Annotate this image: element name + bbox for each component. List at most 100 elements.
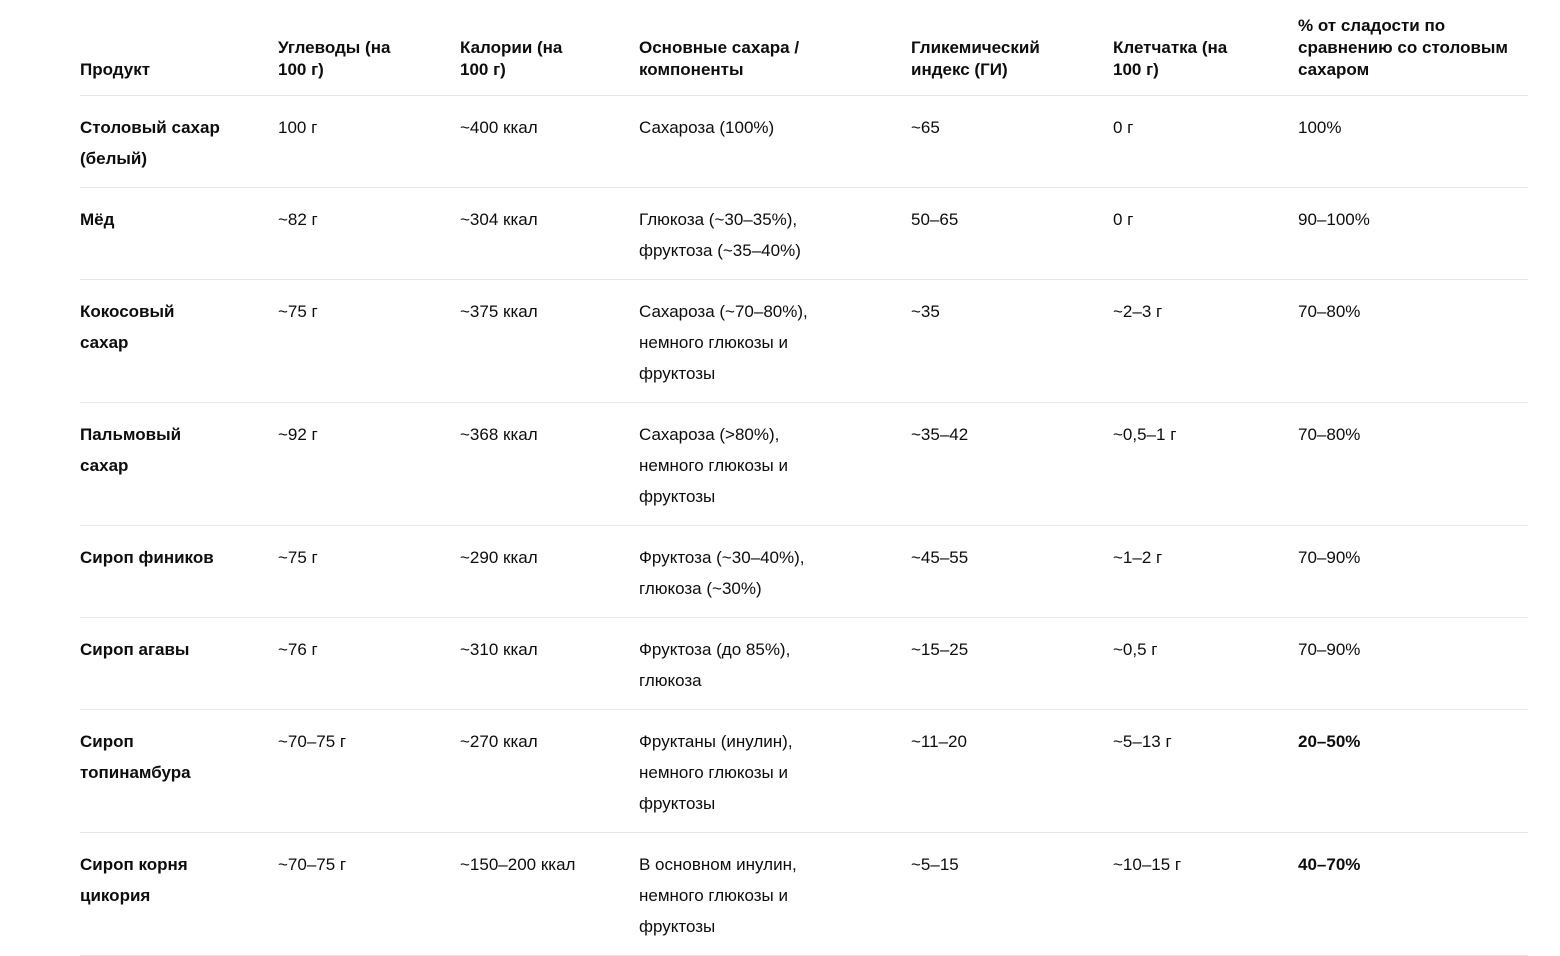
text-line: Сироп [80, 732, 134, 751]
cell-gi: ~5–15 [911, 832, 1113, 956]
cell-calories: ~150–200 ккал [460, 832, 639, 956]
column-header-gi: Гликемический индекс (ГИ) [911, 0, 1113, 96]
table-row: Пальмовый сахар ~92 г ~368 ккал Сахароза (>8… [80, 402, 1528, 526]
text-line: немного глюкозы и [639, 886, 788, 905]
text-line: ~0,5–1 г [1113, 425, 1177, 444]
column-header-sweetness: % от сладости по сравнению со столовым сах… [1298, 0, 1528, 96]
cell-sugars: Фруктоза (~30–40%), глюкоза (~30%) [639, 525, 911, 618]
text-line: Сахароза (>80%), [639, 425, 780, 444]
text-line: сахар [80, 333, 129, 352]
cell-sweetness: 20–50% [1298, 709, 1528, 833]
text-line: ~270 ккал [460, 732, 538, 751]
cell-sugars: Сахароза (>80%), немного глюкозы и фруктоз… [639, 402, 911, 526]
cell-carbs: ~75 г [278, 525, 460, 618]
cell-sugars: Фруктаны (инулин), немного глюкозы и фрукт… [639, 709, 911, 833]
text-line: Кокосовый [80, 302, 175, 321]
text-line: индекс (ГИ) [911, 60, 1008, 79]
text-line: ~10–15 г [1113, 855, 1182, 874]
text-line: топинамбура [80, 763, 191, 782]
text-line: Гликемический [911, 38, 1040, 57]
text-line: фруктозы [639, 364, 716, 383]
text-line: 20–50% [1298, 732, 1361, 751]
cell-sugars: В основном инулин, немного глюкозы и фрукт… [639, 832, 911, 956]
text-line: ~310 ккал [460, 640, 538, 659]
cell-carbs: ~76 г [278, 617, 460, 710]
text-line: 0 г [1113, 210, 1134, 229]
text-line: Сахароза (~70–80%), [639, 302, 808, 321]
text-line: 70–80% [1298, 302, 1361, 321]
text-line: ~290 ккал [460, 548, 538, 567]
cell-product: Сироп корня цикория [80, 832, 278, 956]
column-header-fiber: Клетчатка (на 100 г) [1113, 0, 1298, 96]
text-line: ~5–15 [911, 855, 959, 874]
cell-carbs: 100 г [278, 95, 460, 188]
cell-gi: ~15–25 [911, 617, 1113, 710]
text-line: цикория [80, 886, 151, 905]
text-line: 100 г) [278, 60, 324, 79]
text-line: 100 г) [460, 60, 506, 79]
cell-fiber: ~0,5–1 г [1113, 402, 1298, 526]
cell-calories: ~400 ккал [460, 95, 639, 188]
text-line: Клетчатка (на [1113, 38, 1228, 57]
table-row: Сироп корня цикория ~70–75 г ~150–200 ккал В… [80, 832, 1528, 956]
table-row: Мёд ~82 г ~304 ккал Глюкоза (~30–35%), фрукт… [80, 187, 1528, 280]
cell-carbs: ~70–75 г [278, 832, 460, 956]
text-line: Фруктоза (~30–40%), [639, 548, 805, 567]
column-header-sugars: Основные сахара / компоненты [639, 0, 911, 96]
text-line: Сироп фиников [80, 548, 214, 567]
text-line: ~76 г [278, 640, 318, 659]
text-line: Столовый сахар [80, 118, 220, 137]
text-line: ~75 г [278, 548, 318, 567]
column-header-calories: Калории (на 100 г) [460, 0, 639, 96]
cell-gi: ~65 [911, 95, 1113, 188]
cell-product: Мёд [80, 187, 278, 280]
cell-sweetness: 70–80% [1298, 402, 1528, 526]
text-line: Сироп корня [80, 855, 188, 874]
cell-sweetness: 40–70% [1298, 832, 1528, 956]
text-line: Мёд [80, 210, 115, 229]
text-line: ~65 [911, 118, 940, 137]
text-line: ~1–2 г [1113, 548, 1163, 567]
cell-carbs: ~82 г [278, 187, 460, 280]
cell-fiber: ~5–13 г [1113, 709, 1298, 833]
cell-gi: ~35 [911, 279, 1113, 403]
text-line: ~11–20 [911, 732, 967, 751]
text-line: ~82 г [278, 210, 318, 229]
column-header-carbs: Углеводы (на 100 г) [278, 0, 460, 96]
cell-sugars: Сахароза (100%) [639, 95, 911, 188]
text-line: Продукт [80, 60, 151, 79]
text-line: ~5–13 г [1113, 732, 1172, 751]
text-line: фруктозы [639, 794, 716, 813]
table-row: Кокосовый сахар ~75 г ~375 ккал Сахароза (~7… [80, 279, 1528, 403]
text-line: 0 г [1113, 118, 1134, 137]
cell-fiber: 0 г [1113, 95, 1298, 188]
text-line: 100% [1298, 118, 1342, 137]
text-line: ~35–42 [911, 425, 969, 444]
text-line: немного глюкозы и [639, 333, 788, 352]
cell-sweetness: 90–100% [1298, 187, 1528, 280]
text-line: Глюкоза (~30–35%), [639, 210, 798, 229]
column-header-product: Продукт [80, 0, 278, 96]
cell-fiber: ~2–3 г [1113, 279, 1298, 403]
text-line: ~75 г [278, 302, 318, 321]
text-line: фруктоза (~35–40%) [639, 241, 801, 260]
table-row: Сироп топинамбура ~70–75 г ~270 ккал Фруктан… [80, 709, 1528, 833]
cell-calories: ~368 ккал [460, 402, 639, 526]
text-line: 70–90% [1298, 640, 1361, 659]
text-line: Сахароза (100%) [639, 118, 775, 137]
text-line: 70–90% [1298, 548, 1361, 567]
cell-gi: ~35–42 [911, 402, 1113, 526]
cell-fiber: ~1–2 г [1113, 525, 1298, 618]
text-line: % от сладости по [1298, 16, 1446, 35]
text-line: сахар [80, 456, 129, 475]
text-line: В основном инулин, [639, 855, 797, 874]
text-line: немного глюкозы и [639, 456, 788, 475]
text-line: ~2–3 г [1113, 302, 1163, 321]
text-line: Пальмовый [80, 425, 182, 444]
cell-product: Кокосовый сахар [80, 279, 278, 403]
cell-sugars: Сахароза (~70–80%), немного глюкозы и фрук… [639, 279, 911, 403]
cell-gi: ~45–55 [911, 525, 1113, 618]
cell-sugars: Фруктоза (до 85%), глюкоза [639, 617, 911, 710]
text-line: глюкоза [639, 671, 702, 690]
